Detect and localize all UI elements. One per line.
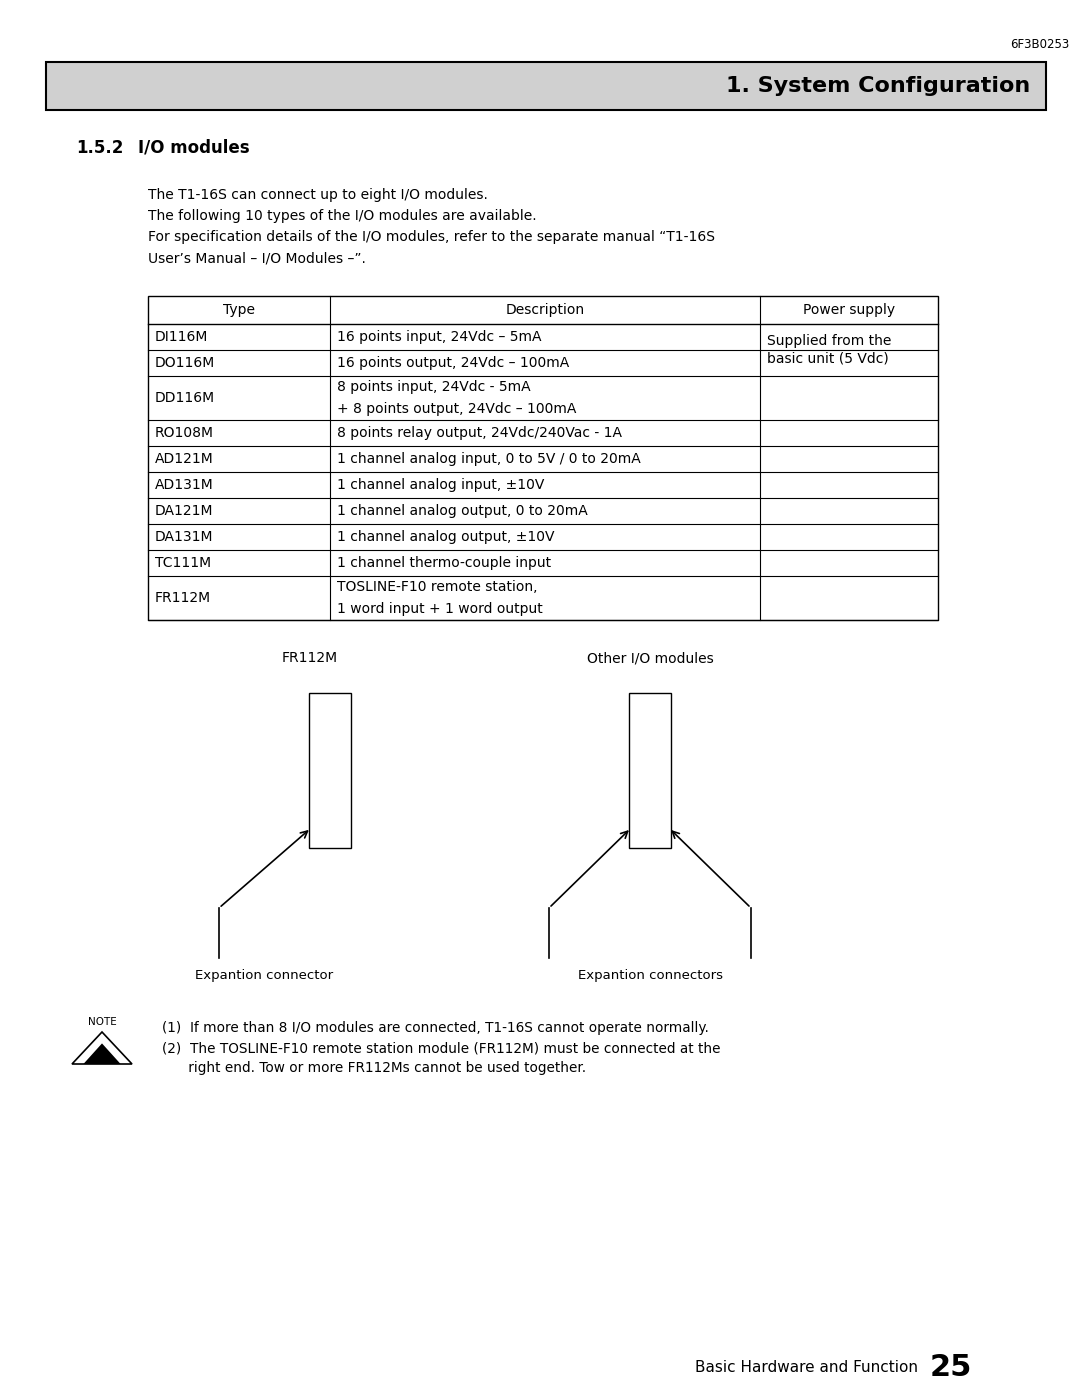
- Text: (2)  The TOSLINE-F10 remote station module (FR112M) must be connected at the: (2) The TOSLINE-F10 remote station modul…: [162, 1041, 720, 1055]
- Text: Basic Hardware and Function: Basic Hardware and Function: [696, 1361, 918, 1376]
- Text: DA121M: DA121M: [156, 504, 214, 518]
- Text: FR112M: FR112M: [156, 591, 211, 605]
- Text: Expantion connectors: Expantion connectors: [578, 970, 723, 982]
- Text: 1 word input + 1 word output: 1 word input + 1 word output: [337, 602, 543, 616]
- Text: For specification details of the I/O modules, refer to the separate manual “T1-1: For specification details of the I/O mod…: [148, 231, 715, 244]
- Bar: [309, 693, 351, 848]
- Bar: [629, 693, 671, 848]
- Text: DI116M: DI116M: [156, 330, 208, 344]
- Text: DD116M: DD116M: [156, 391, 215, 405]
- Text: basic unit (5 Vdc): basic unit (5 Vdc): [767, 352, 889, 366]
- Text: TOSLINE-F10 remote station,: TOSLINE-F10 remote station,: [337, 580, 538, 594]
- Text: The T1-16S can connect up to eight I/O modules.: The T1-16S can connect up to eight I/O m…: [148, 189, 488, 203]
- Text: Supplied from the: Supplied from the: [767, 334, 891, 348]
- Text: 8 points relay output, 24Vdc/240Vac - 1A: 8 points relay output, 24Vdc/240Vac - 1A: [337, 426, 622, 440]
- Text: Expantion connector: Expantion connector: [194, 970, 333, 982]
- Text: Power supply: Power supply: [802, 303, 895, 317]
- Bar: [46, 61, 1047, 110]
- Text: DO116M: DO116M: [156, 356, 215, 370]
- Text: 1.5.2: 1.5.2: [76, 138, 123, 156]
- Text: 1. System Configuration: 1. System Configuration: [726, 75, 1030, 96]
- Text: AD131M: AD131M: [156, 478, 214, 492]
- Text: I/O modules: I/O modules: [138, 138, 249, 156]
- Polygon shape: [72, 1032, 132, 1065]
- Text: 8 points input, 24Vdc - 5mA: 8 points input, 24Vdc - 5mA: [337, 380, 530, 394]
- Text: TC111M: TC111M: [156, 556, 211, 570]
- Text: 1 channel analog output, ±10V: 1 channel analog output, ±10V: [337, 529, 554, 543]
- Text: right end. Tow or more FR112Ms cannot be used together.: right end. Tow or more FR112Ms cannot be…: [162, 1060, 586, 1076]
- Polygon shape: [83, 1044, 121, 1065]
- Text: Description: Description: [505, 303, 584, 317]
- Text: 6F3B0253: 6F3B0253: [1011, 38, 1069, 50]
- Text: Other I/O modules: Other I/O modules: [586, 651, 714, 665]
- Text: 1 channel thermo-couple input: 1 channel thermo-couple input: [337, 556, 551, 570]
- Text: + 8 points output, 24Vdc – 100mA: + 8 points output, 24Vdc – 100mA: [337, 402, 577, 416]
- Text: 1 channel analog input, ±10V: 1 channel analog input, ±10V: [337, 478, 544, 492]
- Bar: [148, 296, 939, 620]
- Text: 16 points output, 24Vdc – 100mA: 16 points output, 24Vdc – 100mA: [337, 356, 569, 370]
- Text: 1 channel analog output, 0 to 20mA: 1 channel analog output, 0 to 20mA: [337, 504, 588, 518]
- Bar: [148, 296, 939, 620]
- Text: FR112M: FR112M: [282, 651, 338, 665]
- Text: NOTE: NOTE: [87, 1017, 117, 1027]
- Text: AD121M: AD121M: [156, 453, 214, 467]
- Text: DA131M: DA131M: [156, 529, 214, 543]
- Text: RO108M: RO108M: [156, 426, 214, 440]
- Text: 25: 25: [930, 1354, 972, 1383]
- Text: The following 10 types of the I/O modules are available.: The following 10 types of the I/O module…: [148, 210, 537, 224]
- Text: 1 channel analog input, 0 to 5V / 0 to 20mA: 1 channel analog input, 0 to 5V / 0 to 2…: [337, 453, 640, 467]
- Text: Type: Type: [222, 303, 255, 317]
- Text: 16 points input, 24Vdc – 5mA: 16 points input, 24Vdc – 5mA: [337, 330, 541, 344]
- Text: User’s Manual – I/O Modules –”.: User’s Manual – I/O Modules –”.: [148, 251, 366, 265]
- Text: (1)  If more than 8 I/O modules are connected, T1-16S cannot operate normally.: (1) If more than 8 I/O modules are conne…: [162, 1021, 708, 1035]
